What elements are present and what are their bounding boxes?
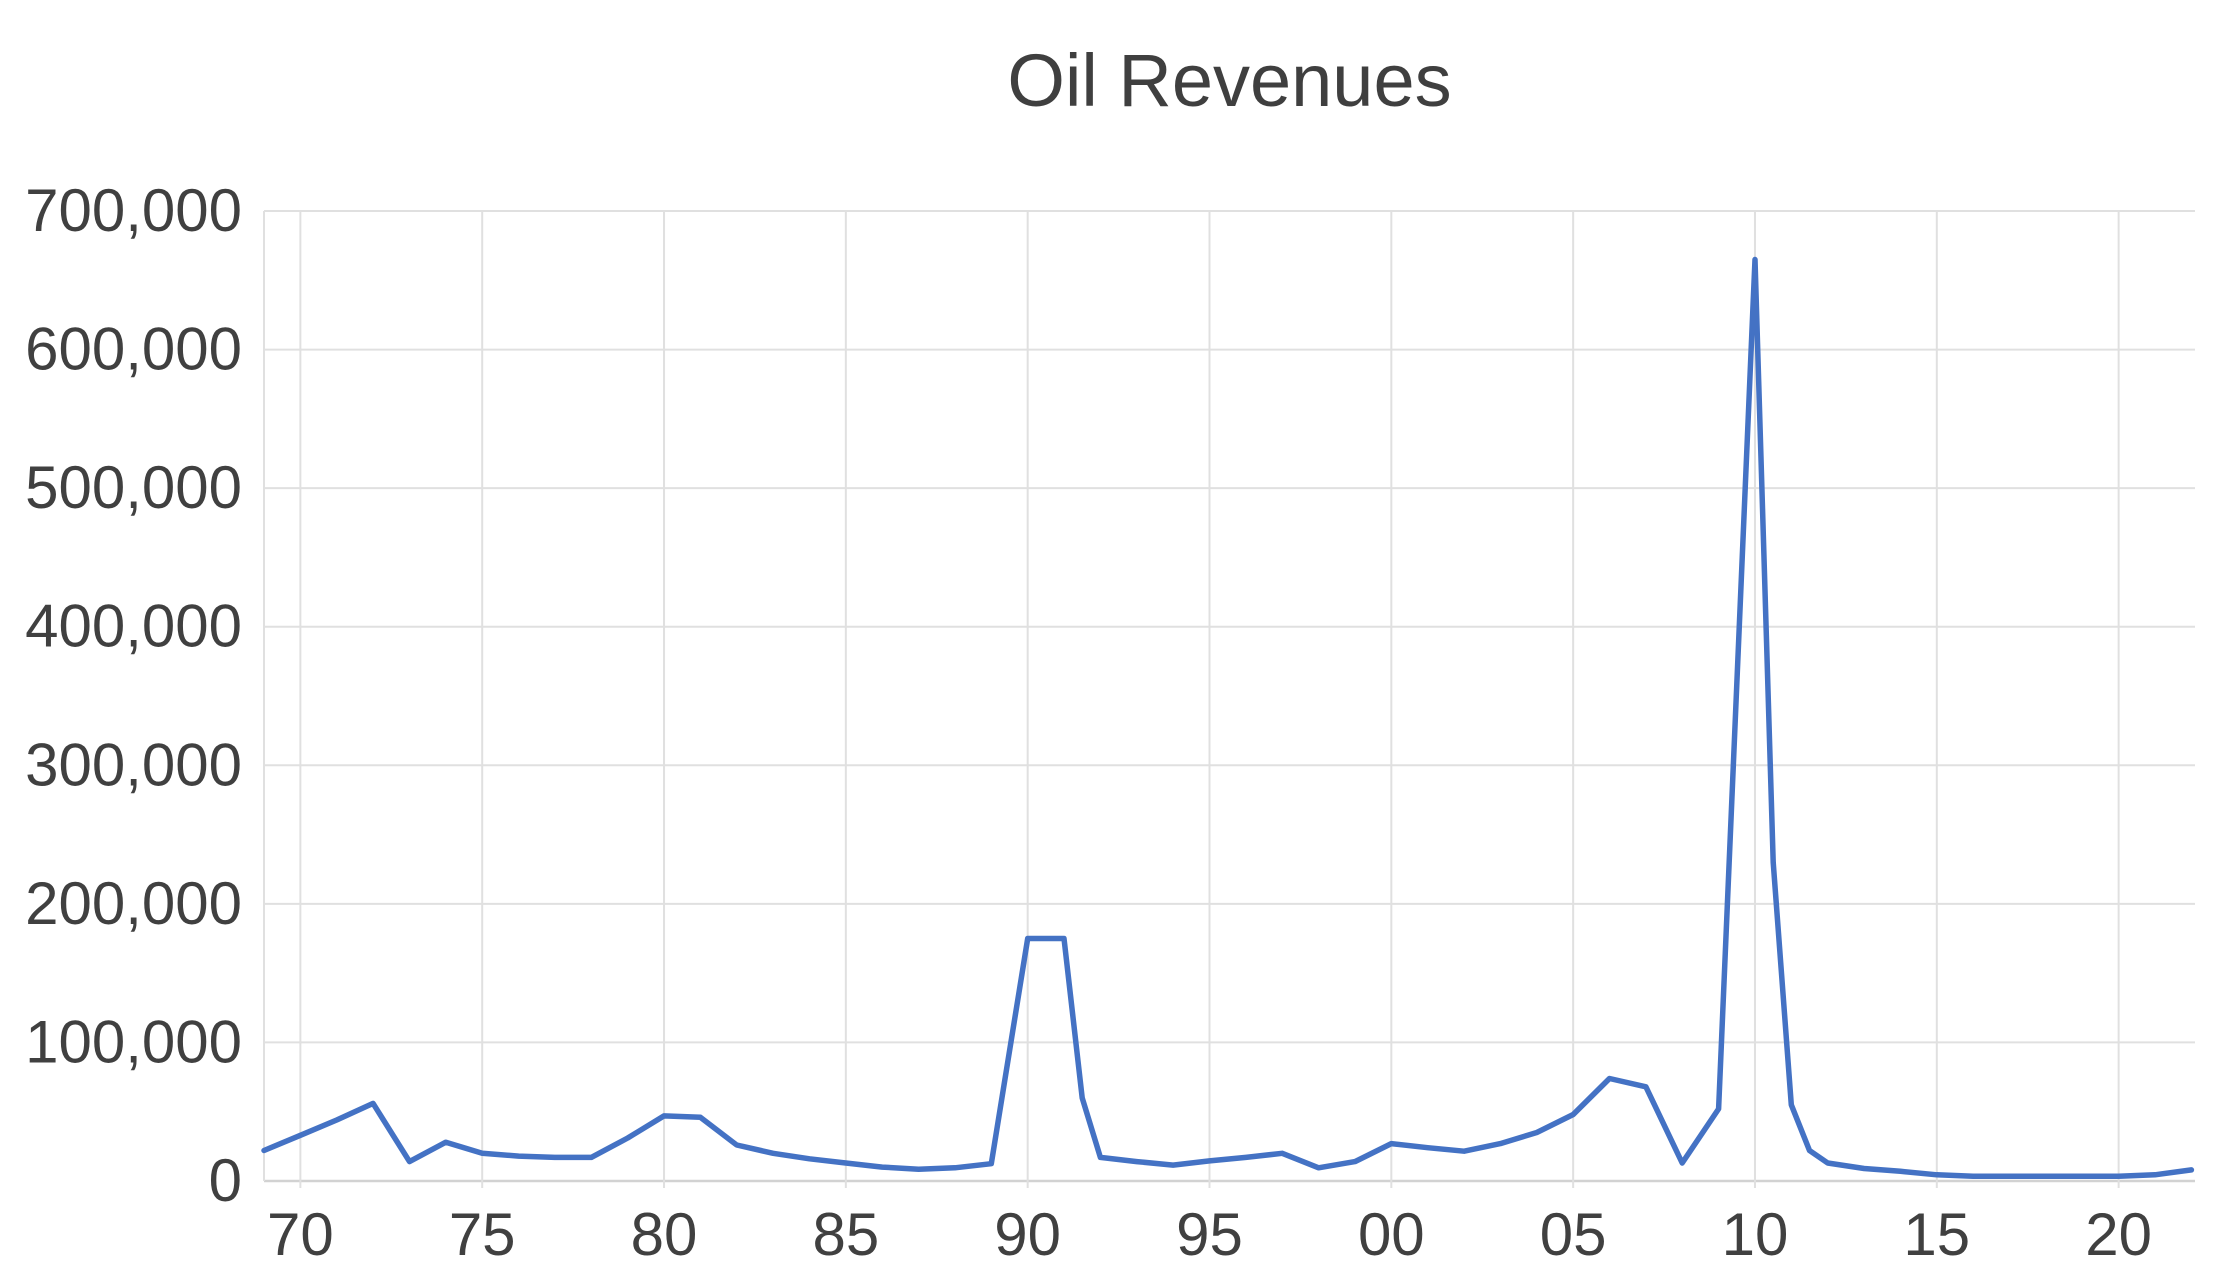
oil-revenues-series-line (261, 256, 2195, 1179)
x-tick-label: 10 (1722, 1201, 1789, 1268)
chart-title: Oil Revenues (1007, 39, 1452, 122)
x-tick-label: 90 (994, 1201, 1061, 1268)
x-tick-label: 15 (1903, 1201, 1970, 1268)
y-tick-label: 0 (209, 1147, 242, 1214)
y-tick-label: 400,000 (25, 593, 242, 660)
x-tick-label: 80 (631, 1201, 698, 1268)
y-tick-label: 700,000 (25, 177, 242, 244)
x-tick-label: 95 (1176, 1201, 1243, 1268)
x-tick-label: 05 (1540, 1201, 1607, 1268)
y-tick-label: 500,000 (25, 454, 242, 521)
y-tick-label: 300,000 (25, 731, 242, 798)
x-tick-label: 20 (2085, 1201, 2152, 1268)
x-tick-label: 70 (267, 1201, 334, 1268)
y-tick-label: 100,000 (25, 1008, 242, 1075)
y-tick-label: 600,000 (25, 316, 242, 383)
x-tick-label: 00 (1358, 1201, 1425, 1268)
y-tick-label: 200,000 (25, 870, 242, 937)
x-tick-label: 85 (812, 1201, 879, 1268)
x-tick-label: 75 (449, 1201, 516, 1268)
